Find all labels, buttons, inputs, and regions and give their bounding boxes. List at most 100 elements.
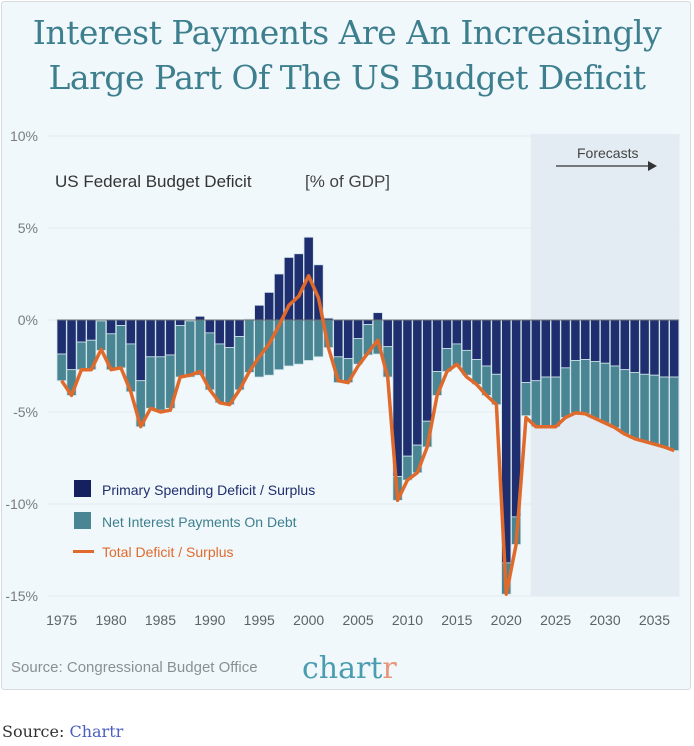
bar-interest [570, 360, 581, 414]
bar-primary [412, 319, 423, 446]
bar-primary [254, 304, 265, 321]
bar-interest [224, 347, 235, 406]
bar-group [580, 319, 591, 415]
bar-group [303, 236, 314, 361]
bar-primary [264, 291, 275, 321]
bar-primary [56, 319, 67, 355]
source-note: Source: Congressional Budget Office [11, 659, 258, 676]
bar-interest [520, 382, 532, 417]
bar-interest [175, 325, 186, 378]
bar-interest [214, 343, 225, 404]
chart-headline: Interest Payments Are An Increasingly La… [2, 10, 692, 100]
bar-primary [432, 319, 443, 372]
bar-primary [530, 319, 541, 382]
bar-primary [580, 319, 591, 360]
legend-swatch-interest [74, 512, 91, 529]
x-tick-label: 1990 [194, 612, 225, 628]
bar-primary [491, 319, 502, 375]
bar-primary [165, 319, 176, 356]
bar-primary [649, 319, 660, 376]
legend: Primary Spending Deficit / Surplus Net I… [73, 480, 315, 560]
legend-label-total: Total Deficit / Surplus [102, 544, 234, 560]
caption-source-link[interactable]: Chartr [69, 722, 124, 741]
bar-primary [115, 319, 126, 326]
bar-primary [619, 319, 630, 371]
x-tick-label: 2005 [342, 612, 373, 628]
caption-prefix: Source: [2, 722, 70, 741]
forecasts-label: Forecasts [577, 145, 638, 161]
bar-primary [125, 319, 136, 345]
y-tick-label: 10% [10, 128, 38, 144]
bar-primary [629, 319, 640, 373]
bars [56, 236, 680, 595]
bar-interest [283, 319, 294, 367]
bar-primary [600, 319, 611, 364]
bar-primary [570, 319, 581, 361]
bar-interest [96, 320, 107, 351]
bar-primary [362, 319, 373, 325]
x-tick-label: 2010 [392, 612, 423, 628]
bar-group [352, 319, 364, 365]
bar-interest [619, 369, 630, 435]
legend-swatch-total [73, 550, 94, 553]
bar-group [481, 319, 492, 396]
bar-group [96, 319, 107, 351]
bar-group [155, 319, 166, 411]
bar-group [570, 319, 581, 414]
bar-group [600, 319, 611, 424]
bar-group [175, 319, 186, 378]
bar-primary [106, 319, 117, 335]
bar-primary [451, 319, 462, 345]
bar-interest [155, 356, 166, 411]
image-caption: Source: Chartr [2, 722, 123, 741]
x-tick-label: 2030 [589, 612, 620, 628]
legend-item-interest: Net Interest Payments On Debt [74, 512, 297, 530]
bar-group [194, 315, 206, 376]
bar-group [649, 319, 660, 445]
bar-interest [254, 319, 265, 378]
x-tick-label: 2025 [540, 612, 571, 628]
bar-primary [214, 319, 225, 345]
bar-interest [649, 374, 660, 445]
bar-primary [86, 319, 97, 341]
bar-interest [609, 365, 620, 429]
bar-primary [352, 319, 364, 339]
bar-primary [471, 319, 482, 360]
chart-unit-label: [% of GDP] [305, 172, 390, 191]
bar-interest [580, 359, 591, 415]
bar-group [412, 319, 423, 474]
legend-swatch-primary [74, 480, 91, 497]
bar-primary [145, 319, 156, 358]
bar-primary [135, 319, 146, 382]
bar-group [639, 319, 650, 442]
x-tick-label: 2020 [491, 612, 522, 628]
bar-interest [530, 380, 541, 428]
bar-interest [590, 360, 601, 419]
y-axis-ticks: 10% 5% 0% -5% -10% -15% [5, 128, 38, 604]
chartr-logo: chartr [302, 651, 397, 686]
bar-group [530, 319, 541, 428]
bar-primary [382, 319, 393, 348]
bar-primary [609, 319, 620, 367]
bar-group [214, 319, 225, 404]
bar-group [619, 319, 630, 435]
bar-primary [155, 319, 166, 358]
bar-group [590, 319, 601, 419]
y-tick-label: -10% [5, 496, 38, 512]
x-tick-label: 1995 [244, 612, 275, 628]
bar-group [659, 319, 670, 448]
x-axis-ticks: 1975 1980 1985 1990 1995 2000 2005 2010 2015 2020… [46, 612, 670, 628]
bar-group [145, 319, 156, 409]
bar-group [609, 319, 620, 429]
legend-label-interest: Net Interest Payments On Debt [102, 514, 297, 530]
bar-interest [194, 319, 206, 376]
bar-interest [185, 320, 196, 378]
x-tick-label: 2035 [639, 612, 670, 628]
bar-primary [333, 319, 344, 358]
bar-primary [639, 319, 650, 375]
bar-primary [402, 319, 413, 457]
bar-group [76, 319, 87, 371]
bar-group [520, 319, 532, 417]
bar-group [441, 319, 453, 372]
bar-primary [560, 319, 571, 369]
